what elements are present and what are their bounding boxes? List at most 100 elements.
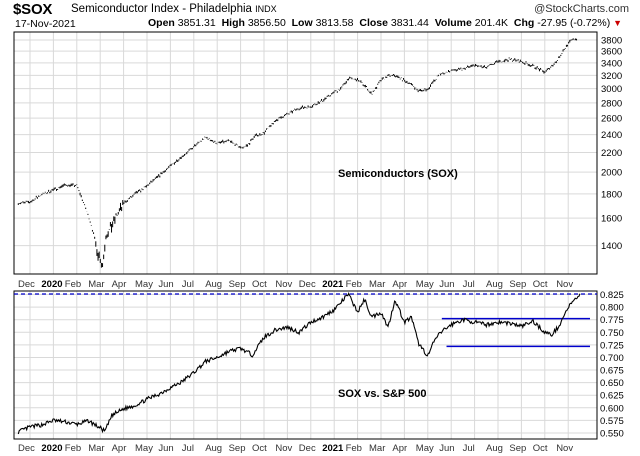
price-tick-label: 3200 — [601, 71, 622, 82]
date-tick-label: 2020 — [41, 279, 62, 290]
price-tick-label: 3400 — [601, 58, 622, 69]
price-tick-label: 1600 — [601, 214, 622, 225]
date-tick-label: Sep — [229, 279, 246, 290]
price-tick-label: 2800 — [601, 98, 622, 109]
chg-value: -27.95 (-0.72%) — [537, 17, 611, 29]
ratio-annotation: SOX vs. S&P 500 — [338, 388, 426, 400]
date-tick-label: Jun — [158, 279, 173, 290]
ratio-tick-label: 0.650 — [600, 378, 624, 389]
ratio-tick-label: 0.675 — [600, 366, 624, 377]
price-tick-label: 1400 — [601, 241, 622, 252]
date-tick-label: Jul — [463, 443, 475, 454]
price-tick-label: 2200 — [601, 148, 622, 159]
price-tick-label: 2400 — [601, 130, 622, 141]
index-name: Semiconductor Index - Philadelphia INDX — [71, 3, 277, 15]
copyright-text: @StockCharts.com — [534, 3, 629, 15]
ratio-tick-label: 0.775 — [600, 315, 624, 326]
date-tick-label: Jun — [439, 443, 454, 454]
price-tick-label: 2000 — [601, 168, 622, 179]
price-tick-label: 3800 — [601, 35, 622, 46]
date-tick-label: Apr — [392, 279, 407, 290]
date-tick-label: Feb — [346, 443, 362, 454]
date-tick-label: Oct — [533, 279, 548, 290]
date-tick-label: Dec — [18, 443, 35, 454]
date-tick-label: Mar — [88, 279, 104, 290]
price-axis: 1400 1600 1800 2000 2200 2400 2600 2800 3000 3200… — [601, 35, 622, 252]
ratio-panel-frame — [13, 290, 598, 440]
date-tick-label: Jul — [182, 443, 194, 454]
date-tick-label: Feb — [346, 279, 362, 290]
date-tick-label: Jun — [439, 279, 454, 290]
price-tick-label: 1800 — [601, 189, 622, 200]
symbol-label: $SOX — [13, 1, 53, 18]
ratio-series — [17, 291, 581, 435]
date-tick-label: 2021 — [322, 443, 344, 454]
date-tick-label: Jun — [158, 443, 173, 454]
date-tick-label: Jul — [463, 279, 475, 290]
ratio-reference-lines — [14, 293, 597, 348]
date-tick-label: May — [135, 443, 153, 454]
date-tick-label: Nov — [275, 279, 292, 290]
ratio-tick-label: 0.725 — [600, 340, 624, 351]
date-tick-label: May — [416, 443, 434, 454]
ratio-line — [17, 291, 581, 435]
open-label: Open — [148, 17, 175, 29]
date-tick-label: Dec — [18, 279, 35, 290]
ratio-date-axis: Dec 2020 Feb Mar Apr May Jun Jul Aug Sep Oct Nov Dec… — [18, 443, 573, 454]
close-value: 3831.44 — [390, 17, 429, 29]
volume-value: 201.4K — [474, 17, 509, 29]
price-tick-label: 2600 — [601, 114, 622, 125]
date-tick-label: Dec — [299, 443, 316, 454]
low-value: 3813.58 — [315, 17, 354, 29]
high-label: High — [221, 17, 245, 29]
ratio-panel-grid — [14, 291, 597, 439]
date-tick-label: Nov — [275, 443, 292, 454]
date-tick-label: Apr — [392, 443, 407, 454]
date-tick-label: Sep — [229, 443, 246, 454]
date-tick-label: Mar — [88, 443, 104, 454]
date-tick-label: Aug — [205, 279, 222, 290]
high-value: 3856.50 — [247, 17, 286, 29]
quote-date: 17-Nov-2021 — [15, 18, 76, 30]
date-tick-label: Apr — [112, 443, 127, 454]
down-arrow-icon: ▼ — [613, 18, 623, 28]
date-tick-label: Oct — [252, 279, 267, 290]
exchange-text: INDX — [255, 4, 277, 14]
close-label: Close — [359, 17, 388, 29]
ratio-tick-label: 0.600 — [600, 403, 624, 414]
date-tick-label: May — [416, 279, 434, 290]
date-tick-label: Aug — [486, 443, 503, 454]
date-tick-label: Nov — [556, 279, 573, 290]
chg-label: Chg — [513, 17, 535, 29]
date-tick-label: Feb — [65, 443, 81, 454]
date-tick-label: Apr — [112, 279, 127, 290]
price-tick-label: 3000 — [601, 84, 622, 95]
date-tick-label: Oct — [533, 443, 548, 454]
ratio-tick-label: 0.575 — [600, 416, 624, 427]
date-tick-label: Oct — [252, 443, 267, 454]
volume-label: Volume — [434, 17, 472, 29]
ratio-tick-label: 0.825 — [600, 290, 624, 301]
date-tick-label: Sep — [509, 279, 526, 290]
date-tick-label: Aug — [486, 279, 503, 290]
date-tick-label: May — [135, 279, 153, 290]
index-name-text: Semiconductor Index - Philadelphia — [71, 3, 252, 15]
date-tick-label: Jul — [182, 279, 194, 290]
price-series — [17, 38, 578, 268]
ratio-tick-label: 0.750 — [600, 328, 624, 339]
quote-bar: Open 3851.31 High 3856.50 Low 3813.58 Cl… — [148, 17, 622, 29]
date-tick-label: Feb — [65, 279, 81, 290]
price-annotation: Semiconductors (SOX) — [338, 168, 458, 180]
price-panel-frame — [13, 31, 598, 275]
price-date-axis: Dec 2020 Feb Mar Apr May Jun Jul Aug Sep Oct Nov Dec… — [18, 279, 573, 290]
ratio-tick-label: 0.550 — [600, 428, 624, 439]
date-tick-label: 2020 — [41, 443, 62, 454]
date-tick-label: 2021 — [322, 279, 344, 290]
price-panel-grid — [14, 32, 597, 274]
date-tick-label: Mar — [369, 279, 385, 290]
ratio-tick-label: 0.625 — [600, 391, 624, 402]
date-tick-label: Nov — [556, 443, 573, 454]
ratio-tick-label: 0.700 — [600, 353, 624, 364]
